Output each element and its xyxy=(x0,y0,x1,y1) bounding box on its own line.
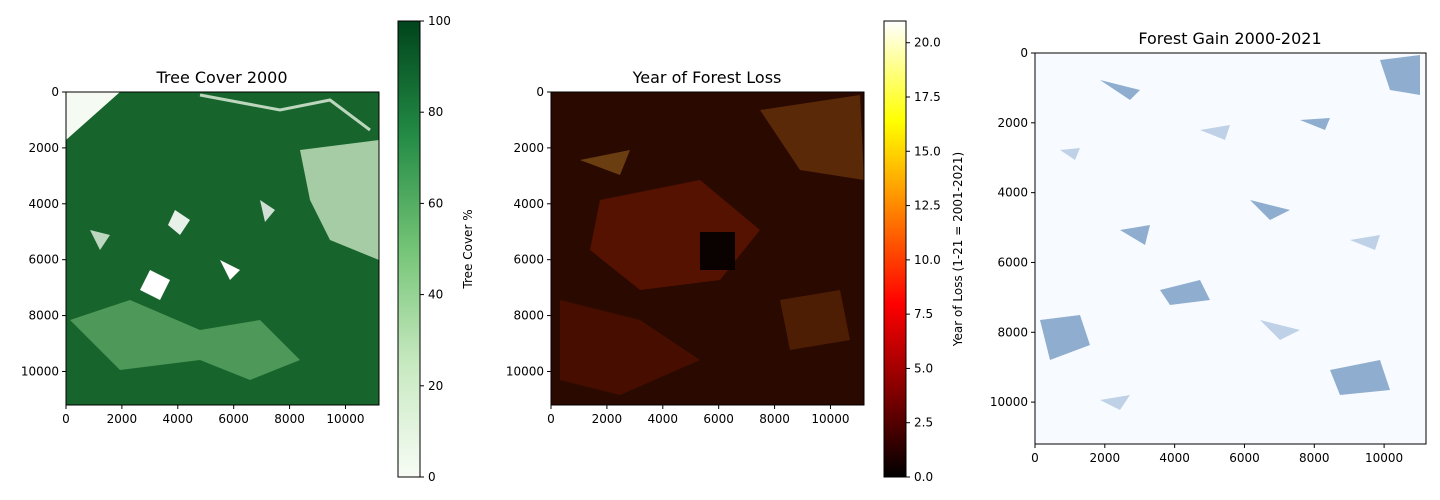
panel-forest-gain: Forest Gain 2000-2021 0 2000 40 xyxy=(990,29,1427,465)
colorbar-tick-label: 10.0 xyxy=(914,253,941,267)
axis-ticks-tree-cover: 0 2000 4000 6000 8000 10000 0 2000 4000 6000 8000 1… xyxy=(21,85,365,426)
colorbar-label-tree-cover: Tree Cover % xyxy=(461,209,475,289)
colorbar-tick-label: 100 xyxy=(428,14,451,28)
colorbar-tick-label: 17.5 xyxy=(914,90,941,104)
colorbar-tick-label: 0.0 xyxy=(914,470,933,484)
colorbar-gradient-forest-loss xyxy=(884,21,906,477)
y-tick-label: 0 xyxy=(1020,46,1028,60)
x-tick-label: 6000 xyxy=(218,412,249,426)
colorbar-tick-label: 7.5 xyxy=(914,307,933,321)
colorbar-tick-label: 0 xyxy=(428,470,436,484)
heatmap-image-forest-loss xyxy=(551,92,864,405)
x-tick-label: 0 xyxy=(547,412,555,426)
panel-title-forest-loss: Year of Forest Loss xyxy=(632,68,782,87)
x-tick-label: 4000 xyxy=(163,412,194,426)
colorbar-tick-label: 5.0 xyxy=(914,361,933,375)
y-tick-label: 10000 xyxy=(21,364,59,378)
x-tick-label: 4000 xyxy=(1159,451,1190,465)
heatmap-image-tree-cover xyxy=(66,92,379,405)
x-tick-label: 6000 xyxy=(703,412,734,426)
x-tick-label: 10000 xyxy=(811,412,849,426)
x-tick-label: 0 xyxy=(62,412,70,426)
y-tick-label: 2000 xyxy=(997,116,1028,130)
colorbar-tick-label: 20 xyxy=(428,379,443,393)
y-tick-label: 0 xyxy=(536,85,544,99)
panel-title-forest-gain: Forest Gain 2000-2021 xyxy=(1138,29,1321,48)
colorbar-tick-label: 20.0 xyxy=(914,36,941,50)
heatmap-image-forest-gain xyxy=(1035,53,1426,444)
x-tick-label: 8000 xyxy=(759,412,790,426)
x-tick-label: 2000 xyxy=(107,412,138,426)
y-tick-label: 8000 xyxy=(997,325,1028,339)
x-tick-label: 2000 xyxy=(1090,451,1121,465)
y-tick-label: 6000 xyxy=(513,253,544,267)
y-tick-label: 10000 xyxy=(506,364,544,378)
colorbar-ticks-forest-loss: 0.0 2.5 5.0 7.5 10.0 12.5 15.0 17.5 20.0 xyxy=(906,36,941,484)
panel-forest-loss: Year of Forest Loss 0 2000 4000 6000 8000 100… xyxy=(506,20,965,484)
x-tick-label: 10000 xyxy=(1365,451,1403,465)
y-tick-label: 4000 xyxy=(28,197,59,211)
y-tick-label: 10000 xyxy=(990,395,1028,409)
colorbar-tick-label: 12.5 xyxy=(914,199,941,213)
y-tick-label: 6000 xyxy=(28,253,59,267)
y-tick-label: 0 xyxy=(51,85,59,99)
x-tick-label: 6000 xyxy=(1229,451,1260,465)
y-tick-label: 8000 xyxy=(28,309,59,323)
panel-tree-cover: Tree Cover 2000 0 2000 4000 6000 8000 10000 0 2… xyxy=(21,14,475,484)
colorbar-ticks-tree-cover: 0 20 40 60 80 100 xyxy=(420,14,451,484)
x-tick-label: 8000 xyxy=(1299,451,1330,465)
colorbar-tick-label: 60 xyxy=(428,196,443,210)
panel-title-tree-cover: Tree Cover 2000 xyxy=(155,68,287,87)
x-tick-label: 2000 xyxy=(592,412,623,426)
y-tick-label: 4000 xyxy=(997,186,1028,200)
x-tick-label: 8000 xyxy=(274,412,305,426)
colorbar-label-forest-loss: Year of Loss (1-21 = 2001-2021) xyxy=(951,152,965,347)
y-tick-label: 8000 xyxy=(513,309,544,323)
colorbar-tick-label: 40 xyxy=(428,288,443,302)
y-tick-label: 2000 xyxy=(513,141,544,155)
colorbar-tick-label: 15.0 xyxy=(914,144,941,158)
y-tick-label: 4000 xyxy=(513,197,544,211)
x-tick-label: 4000 xyxy=(648,412,679,426)
colorbar-tick-label: 80 xyxy=(428,105,443,119)
axis-ticks-forest-gain: 0 2000 4000 6000 8000 10000 0 2000 4000 6000 8000 1… xyxy=(990,46,1403,465)
y-tick-label: 2000 xyxy=(28,141,59,155)
x-tick-label: 0 xyxy=(1031,451,1039,465)
colorbar-tick-label: 2.5 xyxy=(914,416,933,430)
colorbar-gradient-tree-cover xyxy=(398,21,420,477)
colorbar-forest-loss: 0.0 2.5 5.0 7.5 10.0 12.5 15.0 17.5 20.0 Year of… xyxy=(883,20,965,484)
colorbar-tree-cover: 0 20 40 60 80 100 Tree Cover % xyxy=(397,14,475,484)
y-tick-label: 6000 xyxy=(997,255,1028,269)
x-tick-label: 10000 xyxy=(326,412,364,426)
axis-ticks-forest-loss: 0 2000 4000 6000 8000 10000 0 2000 4000 6000 8000 1… xyxy=(506,85,850,426)
